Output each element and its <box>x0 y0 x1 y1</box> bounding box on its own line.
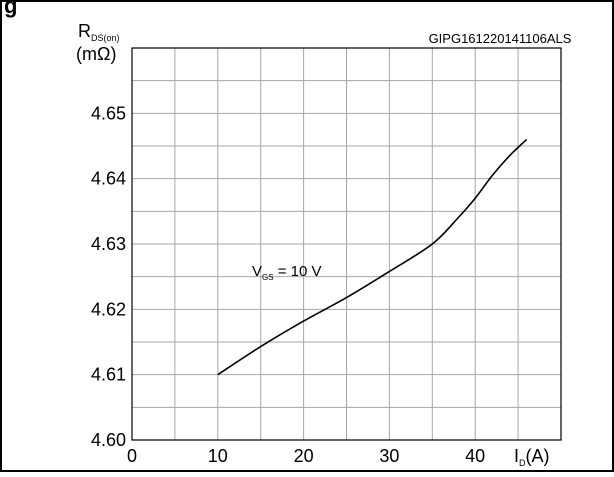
tick-layer: 0 10 20 30 40 4.60 4.61 4.62 4.63 4.64 4.65 <box>91 103 485 466</box>
grid-layer <box>132 48 561 440</box>
y-axis-unit: (mΩ) <box>76 44 116 64</box>
y-tick-label: 4.64 <box>91 169 126 189</box>
annotation-vgs: VGS = 10 V <box>252 263 322 282</box>
annotation-rest: = 10 V <box>274 263 322 280</box>
y-tick-label: 4.61 <box>91 365 126 385</box>
y-tick-label: 4.63 <box>91 234 126 254</box>
y-tick-label: 4.60 <box>91 430 126 450</box>
annotation-sub: GS <box>262 273 274 282</box>
x-tick-label: 20 <box>294 446 314 466</box>
x-tick-label: 30 <box>379 446 399 466</box>
point-layer <box>218 139 527 374</box>
x-tick-label: 10 <box>208 446 228 466</box>
y-axis-label-main: R <box>78 21 91 41</box>
x-tick-label: 0 <box>127 446 137 466</box>
y-axis-label: RDS(on) <box>78 21 120 43</box>
x-tick-label: 40 <box>465 446 485 466</box>
y-tick-label: 4.65 <box>91 103 126 123</box>
x-axis-label: ID(A) <box>514 446 550 468</box>
annotation-main: V <box>252 263 262 280</box>
y-tick-label: 4.62 <box>91 299 126 319</box>
chart-id-code: GIPG161220141106ALS <box>429 31 572 46</box>
y-axis-label-sub: DS(on) <box>91 33 120 43</box>
x-axis-label-unit: (A) <box>526 446 550 466</box>
figure-title-fragment: g <box>4 0 17 18</box>
series-line <box>218 139 527 374</box>
